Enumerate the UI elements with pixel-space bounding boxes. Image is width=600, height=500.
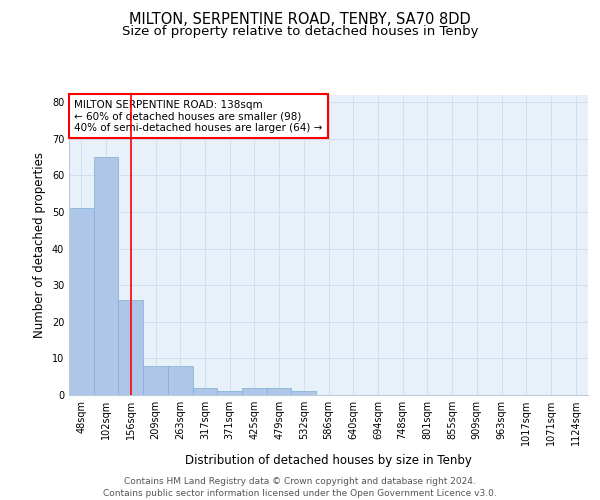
Text: Size of property relative to detached houses in Tenby: Size of property relative to detached ho… bbox=[122, 25, 478, 38]
Text: Contains HM Land Registry data © Crown copyright and database right 2024.
Contai: Contains HM Land Registry data © Crown c… bbox=[103, 476, 497, 498]
Bar bbox=[242, 388, 267, 395]
Bar bbox=[267, 388, 292, 395]
Bar bbox=[193, 388, 217, 395]
Bar bbox=[217, 392, 242, 395]
X-axis label: Distribution of detached houses by size in Tenby: Distribution of detached houses by size … bbox=[185, 454, 472, 466]
Text: MILTON SERPENTINE ROAD: 138sqm
← 60% of detached houses are smaller (98)
40% of : MILTON SERPENTINE ROAD: 138sqm ← 60% of … bbox=[74, 100, 323, 132]
Bar bbox=[94, 157, 118, 395]
Y-axis label: Number of detached properties: Number of detached properties bbox=[33, 152, 46, 338]
Bar bbox=[118, 300, 143, 395]
Bar bbox=[168, 366, 193, 395]
Bar bbox=[292, 392, 316, 395]
Bar bbox=[69, 208, 94, 395]
Bar bbox=[143, 366, 168, 395]
Text: MILTON, SERPENTINE ROAD, TENBY, SA70 8DD: MILTON, SERPENTINE ROAD, TENBY, SA70 8DD bbox=[129, 12, 471, 28]
